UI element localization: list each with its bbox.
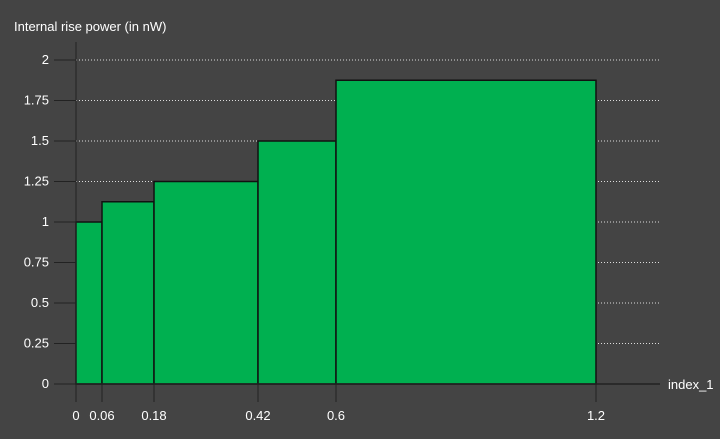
bar-bin-0 (75, 221, 103, 385)
y-tick-label: 1.5 (31, 133, 49, 148)
y-tick-label: 1 (42, 214, 49, 229)
y-axis-label: Internal rise power (in nW) (14, 19, 166, 34)
bar-bin-3 (257, 140, 337, 385)
y-tick-label: 0.75 (24, 255, 49, 270)
x-tick-label: 0.6 (327, 408, 345, 423)
y-tick-labels: 0 0.25 0.5 0.75 1 1.25 1.5 1.75 2 (24, 52, 76, 391)
y-tick-label: 0 (42, 376, 49, 391)
x-tick-labels: 0 0.06 0.18 0.42 0.6 1.2 (72, 384, 605, 423)
x-tick-label: 0 (72, 408, 79, 423)
x-tick-label: 0.42 (245, 408, 270, 423)
x-tick-label: 1.2 (587, 408, 605, 423)
bar-bin-4 (335, 79, 597, 385)
x-axis-label: index_1 (668, 377, 714, 392)
axes (75, 42, 660, 385)
y-tick-label: 2 (42, 52, 49, 67)
y-tick-label: 1.25 (24, 174, 49, 189)
bar-bin-2 (153, 180, 259, 385)
y-tick-label: 0.25 (24, 336, 49, 351)
x-tick-label: 0.06 (89, 408, 114, 423)
y-tick-label: 0.5 (31, 295, 49, 310)
bars (75, 79, 597, 385)
y-tick-label: 1.75 (24, 93, 49, 108)
x-tick-label: 0.18 (141, 408, 166, 423)
bar-bin-1 (101, 201, 155, 385)
